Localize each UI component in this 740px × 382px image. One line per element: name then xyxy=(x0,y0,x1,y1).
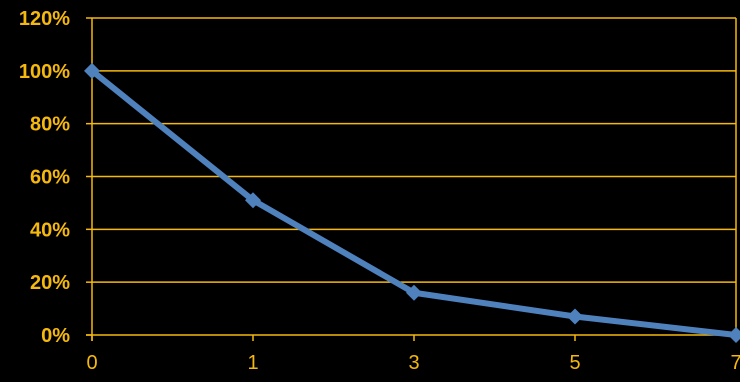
y-tick-labels: 0% 20% 40% 60% 80% 100% 120% xyxy=(19,8,70,347)
x-tick-label: 3 xyxy=(408,352,419,374)
data-point xyxy=(567,308,583,325)
series xyxy=(84,62,740,343)
data-point xyxy=(84,62,100,79)
y-tick-label: 60% xyxy=(30,167,70,189)
y-tick-label: 40% xyxy=(30,219,70,241)
x-tick-label: 1 xyxy=(247,352,258,374)
x-tick-label: 5 xyxy=(569,352,580,374)
y-tick-label: 100% xyxy=(19,61,70,83)
x-tick-labels: 0 1 3 5 7 xyxy=(86,352,740,374)
data-point xyxy=(245,192,261,209)
x-tick-label: 0 xyxy=(86,352,97,374)
gridlines xyxy=(92,17,736,283)
data-point xyxy=(406,284,422,301)
y-tick-label: 20% xyxy=(30,272,70,294)
x-tick-label: 7 xyxy=(730,352,740,374)
y-tick-label: 80% xyxy=(30,114,70,136)
y-tick-label: 0% xyxy=(41,325,70,347)
data-point xyxy=(728,327,740,343)
y-tick-label: 120% xyxy=(19,8,70,30)
